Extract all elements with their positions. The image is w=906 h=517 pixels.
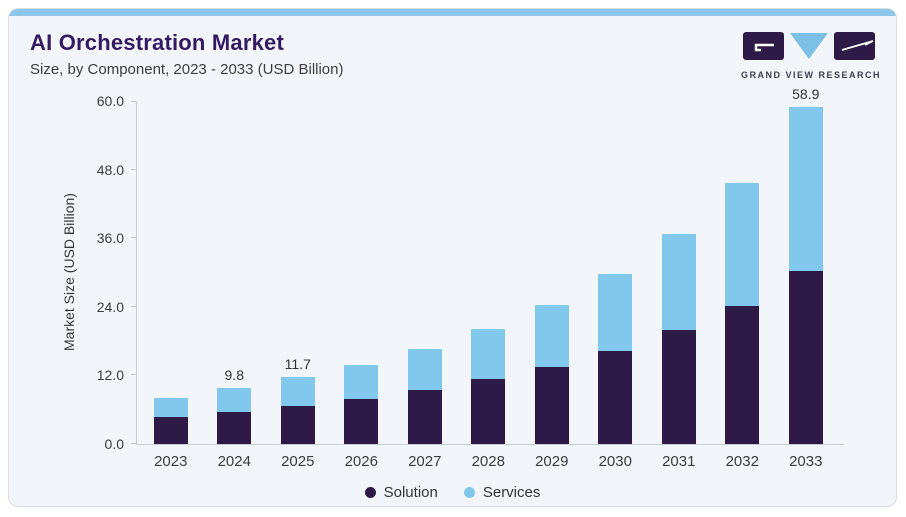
bar-group-2024: 9.8 2024 — [203, 101, 267, 470]
stacked-bar-2023 — [153, 398, 188, 444]
bar-group-2028: 2028 — [457, 101, 521, 470]
stacked-bar-2028 — [471, 329, 506, 444]
bar-segment-solution — [534, 366, 569, 444]
y-axis-tick — [131, 374, 137, 376]
chart-card: AI Orchestration Market Size, by Compone… — [8, 8, 897, 507]
x-axis-label: 2030 — [598, 453, 632, 470]
bar-segment-services — [344, 365, 379, 399]
bar-segment-services — [661, 233, 696, 331]
stacked-bar-2031 — [661, 233, 696, 444]
accent-strip — [9, 9, 896, 16]
legend-label: Solution — [383, 484, 438, 501]
bar-segment-solution — [344, 398, 379, 444]
y-axis-tick — [131, 168, 137, 170]
bar-segment-solution — [471, 379, 506, 444]
stacked-bar-2027 — [407, 349, 442, 444]
y-axis-tick-label: 24.0 — [96, 298, 124, 315]
stacked-bar-2024: 9.8 — [217, 367, 252, 444]
bar-segment-services — [725, 183, 760, 307]
x-axis-label: 2027 — [408, 453, 442, 470]
bar-group-2023: 2023 — [139, 101, 203, 470]
page-title: AI Orchestration Market — [30, 30, 285, 55]
legend-dot — [364, 487, 376, 498]
bar-group-2025: 11.7 2025 — [266, 101, 330, 470]
bars-container: 2023 9.8 2024 11.7 2025 2026 2027 2028 2029 2030 2… — [139, 86, 838, 470]
x-axis-label: 2026 — [344, 453, 378, 470]
y-axis-tick-label: 48.0 — [96, 161, 124, 178]
x-axis-label: 2025 — [281, 453, 315, 470]
bar-segment-solution — [217, 412, 252, 444]
x-axis-label: 2023 — [154, 453, 188, 470]
y-axis-title: Market Size (USD Billion) — [61, 193, 77, 352]
x-axis-label: 2031 — [662, 453, 696, 470]
bar-group-2033: 58.9 2033 — [774, 86, 838, 470]
bar-segment-solution — [661, 330, 696, 444]
y-axis-tick — [131, 443, 137, 444]
bar-segment-services — [598, 273, 633, 351]
y-axis-tick-label: 12.0 — [96, 367, 124, 384]
x-axis-label: 2024 — [217, 453, 251, 470]
legend-item-solution: Solution — [364, 484, 438, 501]
bar-segment-solution — [598, 350, 633, 444]
stacked-bar-2033: 58.9 — [788, 86, 823, 444]
bar-segment-solution — [788, 271, 823, 444]
bar-segment-services — [217, 388, 252, 412]
title-block: AI Orchestration Market Size, by Compone… — [30, 30, 344, 78]
bar-segment-services — [471, 329, 506, 380]
bar-group-2031: 2031 — [647, 101, 711, 470]
y-axis-tick — [131, 237, 137, 239]
y-axis-tick — [131, 101, 137, 102]
bar-value-label: 9.8 — [224, 367, 244, 383]
plot-area: 60.0 48.0 36.0 24.0 12.0 0.0 2023 9.8 2024 11.7 2… — [97, 86, 844, 470]
stacked-bar-2030 — [598, 273, 633, 444]
legend: Solution Services — [9, 484, 896, 501]
gvr-logo-text: GRAND VIEW RESEARCH — [740, 70, 881, 80]
bar-segment-solution — [280, 405, 315, 444]
bar-segment-services — [534, 305, 569, 367]
stacked-bar-2032 — [725, 183, 760, 444]
bar-segment-solution — [725, 306, 760, 444]
bar-segment-services — [153, 398, 188, 417]
legend-item-services: Services — [463, 484, 541, 501]
y-axis-tick-label: 36.0 — [96, 230, 124, 247]
y-axis-tick-label: 60.0 — [96, 93, 124, 109]
bar-segment-services — [280, 377, 315, 406]
bar-group-2029: 2029 — [520, 101, 584, 470]
x-axis-label: 2032 — [725, 453, 759, 470]
bar-group-2032: 2032 — [711, 101, 775, 470]
bar-segment-solution — [407, 390, 442, 444]
stacked-bar-2025: 11.7 — [280, 356, 315, 444]
legend-dot — [463, 487, 475, 498]
grand-view-research-logo: GRAND VIEW RESEARCH — [741, 32, 881, 80]
bar-value-label: 58.9 — [792, 86, 820, 103]
chart-subtitle: Size, by Component, 2023 - 2033 (USD Bil… — [30, 61, 344, 78]
chart-header: AI Orchestration Market Size, by Compone… — [30, 30, 881, 80]
x-axis-label: 2033 — [789, 453, 823, 470]
bar-value-label: 11.7 — [284, 356, 311, 373]
legend-label: Services — [482, 484, 541, 501]
bar-segment-solution — [153, 416, 188, 444]
stacked-bar-2026 — [344, 365, 379, 444]
x-axis-label: 2028 — [471, 453, 505, 470]
bar-group-2026: 2026 — [330, 101, 394, 470]
y-axis-tick — [131, 305, 137, 307]
bar-group-2027: 2027 — [393, 101, 457, 470]
stacked-bar-2029 — [534, 305, 569, 444]
bar-segment-services — [788, 107, 823, 272]
gvr-logo-icon — [742, 32, 875, 60]
x-axis-label: 2029 — [535, 453, 569, 470]
bar-group-2030: 2030 — [584, 101, 648, 470]
y-axis-tick-label: 0.0 — [104, 436, 124, 452]
bar-segment-services — [407, 349, 442, 391]
